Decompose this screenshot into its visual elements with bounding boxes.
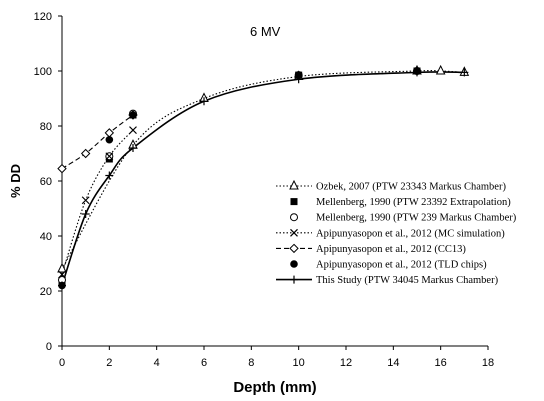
y-tick-label: 0 xyxy=(46,341,52,353)
x-tick-label: 0 xyxy=(59,357,65,369)
data-point-series-7 xyxy=(129,144,137,152)
chart-annotation: 6 MV xyxy=(250,24,281,39)
x-tick-label: 2 xyxy=(106,357,112,369)
data-point-series-4 xyxy=(105,152,114,161)
legend-label: Apipunyasopon et al., 2012 (TLD chips) xyxy=(316,260,487,271)
series-line-5 xyxy=(61,114,134,170)
series-line-4 xyxy=(61,129,134,275)
x-tick-label: 8 xyxy=(248,357,254,369)
data-point-series-4 xyxy=(81,196,90,205)
x-tick-label: 6 xyxy=(201,357,207,369)
legend-label: Mellenberg, 1990 (PTW 23392 Extrapolatio… xyxy=(316,197,511,208)
y-tick-label: 120 xyxy=(34,11,52,23)
data-point-series-1 xyxy=(57,262,67,273)
legend-marker xyxy=(290,228,298,237)
legend-marker xyxy=(290,260,298,268)
legend-label: Apipunyasopon et al., 2012 (MC simulatio… xyxy=(316,228,505,239)
y-tick-label: 100 xyxy=(34,66,52,78)
legend-entry: Mellenberg, 1990 (PTW 23392 Extrapolatio… xyxy=(290,197,511,208)
legend-entry: Mellenberg, 1990 (PTW 239 Markus Chamber… xyxy=(290,213,517,224)
legend-marker xyxy=(290,275,298,284)
x-tick-label: 14 xyxy=(387,357,399,369)
data-point-series-5 xyxy=(57,163,67,174)
legend-label: Apipunyasopon et al., 2012 (CC13) xyxy=(316,244,466,255)
data-point-series-1 xyxy=(435,64,446,75)
legend-marker xyxy=(290,198,298,206)
x-tick-label: 16 xyxy=(435,357,447,369)
data-point-series-6 xyxy=(294,71,303,79)
data-point-series-7 xyxy=(105,171,114,180)
data-point-series-4 xyxy=(58,270,66,279)
y-tick-label: 20 xyxy=(40,286,52,298)
legend-label: Ozbek, 2007 (PTW 23343 Markus Chamber) xyxy=(316,182,506,193)
data-point-series-7 xyxy=(81,210,90,218)
data-point-series-7 xyxy=(294,75,303,84)
data-point-series-7 xyxy=(460,68,469,77)
x-tick-label: 12 xyxy=(340,357,352,369)
legend-marker xyxy=(290,213,298,222)
series-line-7 xyxy=(61,71,465,286)
legend-label: This Study (PTW 34045 Markus Chamber) xyxy=(316,275,499,286)
x-tick-label: 10 xyxy=(293,357,305,369)
legend-label: Mellenberg, 1990 (PTW 239 Markus Chamber… xyxy=(316,213,517,224)
y-tick-label: 40 xyxy=(40,231,52,243)
legend-entry: Apipunyasopon et al., 2012 (CC13) xyxy=(276,243,466,255)
legend-entry: Ozbek, 2007 (PTW 23343 Markus Chamber) xyxy=(276,179,506,193)
x-marker-stroke xyxy=(290,228,298,237)
legend-entry: This Study (PTW 34045 Markus Chamber) xyxy=(276,275,499,286)
data-point-series-7 xyxy=(58,281,66,290)
x-tick-label: 4 xyxy=(154,357,160,369)
data-point-series-7 xyxy=(413,68,421,77)
y-tick-label: 60 xyxy=(40,176,52,188)
legend-entry: Apipunyasopon et al., 2012 (MC simulatio… xyxy=(276,228,505,239)
data-point-series-5 xyxy=(80,148,91,159)
legend-entry: Apipunyasopon et al., 2012 (TLD chips) xyxy=(290,260,487,271)
data-point-series-7 xyxy=(200,97,208,106)
y-axis-title: % DD xyxy=(8,164,23,198)
x-marker-stroke xyxy=(129,126,137,135)
data-point-series-6 xyxy=(105,135,114,144)
data-point-series-4 xyxy=(129,126,137,135)
y-tick-label: 80 xyxy=(40,121,52,133)
legend-marker xyxy=(289,243,299,254)
x-axis-title: Depth (mm) xyxy=(233,379,316,396)
data-point-series-6 xyxy=(129,111,137,119)
legend-marker xyxy=(289,179,299,190)
x-marker-stroke xyxy=(81,196,90,205)
x-marker-stroke xyxy=(58,270,66,279)
x-marker-stroke xyxy=(105,152,114,161)
x-tick-label: 18 xyxy=(482,357,494,369)
